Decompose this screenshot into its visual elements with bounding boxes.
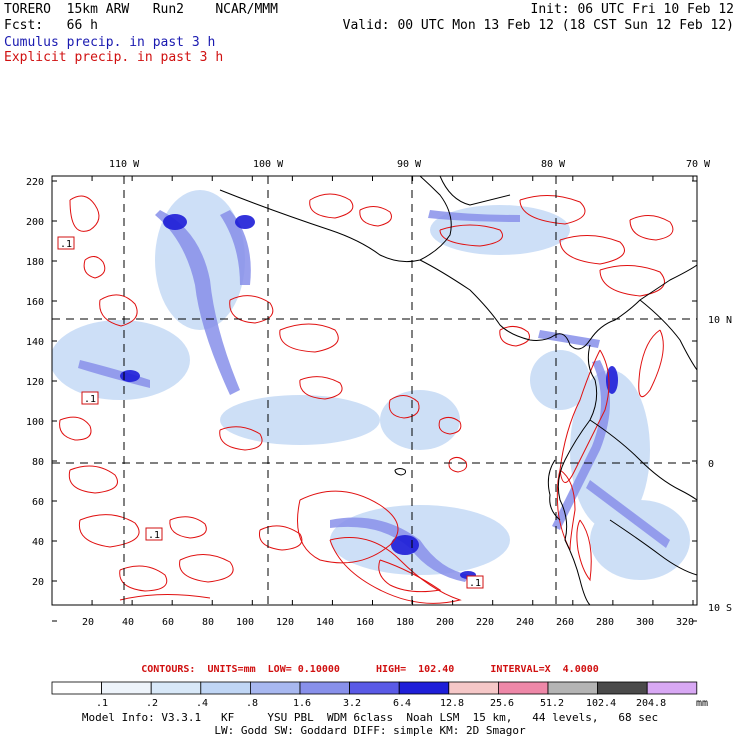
colorbar-label: 3.2 (343, 698, 361, 709)
map-frame (51, 175, 698, 606)
contour-label: .1 (60, 239, 72, 250)
colorbar-swatch (497, 681, 549, 695)
x-tick-label: 80 (202, 617, 214, 628)
colorbar-swatch (398, 681, 450, 695)
colorbar-swatch (349, 681, 400, 695)
y-tick-label: 80 (32, 457, 44, 468)
colorbar-label: 51.2 (540, 698, 564, 709)
x-tick-label: 280 (596, 617, 614, 628)
physics-info: LW: Godd SW: Goddard DIFF: simple KM: 2D… (214, 724, 526, 737)
model-info: Model Info: V3.3.1 KF YSU PBL WDM 6class… (81, 711, 659, 724)
colorbar-label: .1 (96, 698, 108, 709)
x-tick-label: 260 (556, 617, 574, 628)
colorbar-swatch (646, 681, 698, 695)
colorbar-swatch (448, 681, 499, 695)
contour-label: .1 (84, 394, 96, 405)
colorbar-swatch (200, 681, 251, 695)
colorbar-swatch (150, 681, 202, 695)
x-tick-label: 40 (122, 617, 134, 628)
x-tick-label: 100 (236, 617, 254, 628)
x-tick-label: 240 (516, 617, 534, 628)
axis-ticks (51, 176, 697, 622)
lat-label: 10 N (708, 315, 732, 326)
precip-field (52, 176, 697, 605)
lon-label: 70 W (686, 159, 711, 170)
x-tick-label: 300 (636, 617, 654, 628)
model-title: TORERO 15km ARW Run2 NCAR/MMM (4, 2, 278, 17)
colorbar-label: 25.6 (490, 698, 514, 709)
contour-label: .1 (469, 578, 481, 589)
contour-label: .1 (148, 530, 160, 541)
lat-labels: 10 N 0 10 S (708, 315, 732, 614)
valid-time: Valid: 00 UTC Mon 13 Feb 12 (18 CST Sun … (342, 18, 734, 33)
y-tick-label: 120 (26, 377, 44, 388)
x-tick-labels: 20 40 60 80 100 120 140 160 180 200 220 … (82, 617, 694, 628)
y-tick-label: 100 (26, 417, 44, 428)
y-tick-label: 180 (26, 257, 44, 268)
colorbar-label: 1.6 (293, 698, 311, 709)
y-tick-label: 160 (26, 297, 44, 308)
y-tick-label: 200 (26, 217, 44, 228)
forecast-hour: Fcst: 66 h (4, 18, 98, 33)
lon-label: 110 W (109, 159, 140, 170)
cumulus-legend: Cumulus precip. in past 3 h (4, 35, 216, 50)
y-tick-label: 140 (26, 337, 44, 348)
lat-label: 10 S (708, 603, 732, 614)
colorbar-swatch (101, 681, 152, 695)
y-tick-labels: 220 200 180 160 140 120 100 80 60 40 20 (26, 177, 44, 588)
contours-info: CONTOURS: UNITS=mm LOW= 0.10000 HIGH= 10… (141, 664, 599, 675)
colorbar-label: .8 (246, 698, 258, 709)
colorbar-swatch (299, 681, 350, 695)
y-tick-label: 220 (26, 177, 44, 188)
y-tick-label: 60 (32, 497, 44, 508)
colorbar-label: 12.8 (440, 698, 464, 709)
x-tick-label: 60 (162, 617, 174, 628)
colorbar-swatch (597, 681, 648, 695)
colorbar (51, 681, 698, 695)
colorbar-label: 204.8 (636, 698, 666, 709)
colorbar-swatch (249, 681, 301, 695)
x-tick-label: 160 (356, 617, 374, 628)
colorbar-label: .4 (196, 698, 208, 709)
x-tick-label: 200 (436, 617, 454, 628)
x-tick-label: 20 (82, 617, 94, 628)
colorbar-label: 102.4 (586, 698, 616, 709)
y-tick-label: 20 (32, 577, 44, 588)
lon-label: 100 W (253, 159, 284, 170)
colorbar-label: .2 (146, 698, 158, 709)
colorbar-swatch (547, 681, 598, 695)
lon-label: 90 W (397, 159, 422, 170)
colorbar-swatch (51, 681, 102, 695)
lon-labels: 110 W 100 W 90 W 80 W 70 W (109, 159, 711, 170)
lon-label: 80 W (541, 159, 566, 170)
colorbar-label: 6.4 (393, 698, 411, 709)
x-tick-label: 220 (476, 617, 494, 628)
x-tick-label: 140 (316, 617, 334, 628)
graticule (52, 176, 697, 605)
y-tick-label: 40 (32, 537, 44, 548)
colorbar-labels: .1 .2 .4 .8 1.6 3.2 6.4 12.8 25.6 51.2 1… (96, 698, 708, 709)
x-tick-label: 180 (396, 617, 414, 628)
colorbar-unit: mm (696, 698, 708, 709)
contour-labels (57, 236, 484, 589)
explicit-legend: Explicit precip. in past 3 h (4, 50, 224, 65)
x-tick-label: 320 (676, 617, 694, 628)
x-tick-label: 120 (276, 617, 294, 628)
lat-label: 0 (708, 459, 714, 470)
init-time: Init: 06 UTC Fri 10 Feb 12 (530, 2, 735, 17)
